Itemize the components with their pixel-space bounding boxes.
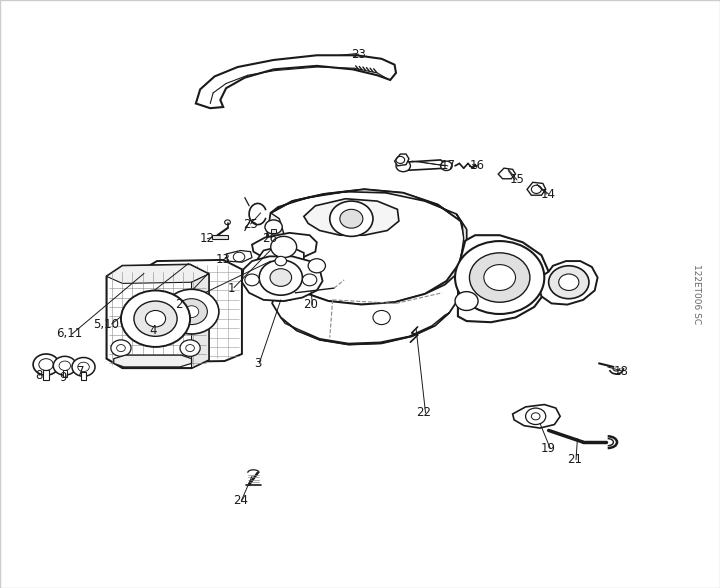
Text: 122ET006 SC: 122ET006 SC bbox=[693, 264, 701, 324]
Text: 25: 25 bbox=[243, 218, 258, 231]
Circle shape bbox=[275, 256, 287, 266]
Circle shape bbox=[111, 340, 131, 356]
Polygon shape bbox=[266, 189, 465, 305]
Text: 14: 14 bbox=[541, 188, 556, 201]
Text: 8: 8 bbox=[35, 369, 42, 382]
Polygon shape bbox=[272, 273, 458, 345]
Polygon shape bbox=[304, 199, 399, 235]
Text: 3: 3 bbox=[254, 357, 261, 370]
Circle shape bbox=[484, 265, 516, 290]
Circle shape bbox=[308, 259, 325, 273]
Circle shape bbox=[176, 299, 207, 325]
Polygon shape bbox=[81, 372, 86, 380]
Circle shape bbox=[164, 289, 219, 334]
Polygon shape bbox=[271, 189, 467, 240]
Polygon shape bbox=[281, 313, 449, 345]
Polygon shape bbox=[395, 154, 409, 166]
Circle shape bbox=[340, 209, 363, 228]
Text: 4: 4 bbox=[149, 324, 156, 337]
Circle shape bbox=[271, 236, 297, 258]
Polygon shape bbox=[63, 370, 67, 377]
Circle shape bbox=[396, 160, 410, 172]
Polygon shape bbox=[266, 213, 301, 292]
Polygon shape bbox=[226, 250, 252, 262]
Text: 20: 20 bbox=[304, 298, 318, 311]
Circle shape bbox=[180, 340, 200, 356]
Circle shape bbox=[259, 260, 302, 295]
Circle shape bbox=[526, 408, 546, 425]
Text: 9: 9 bbox=[60, 371, 67, 384]
Circle shape bbox=[184, 306, 199, 318]
Circle shape bbox=[265, 220, 282, 234]
Polygon shape bbox=[513, 405, 560, 428]
Text: 17: 17 bbox=[441, 159, 455, 172]
Text: 13: 13 bbox=[216, 253, 230, 266]
Polygon shape bbox=[43, 370, 49, 380]
Polygon shape bbox=[242, 256, 323, 301]
Circle shape bbox=[233, 252, 245, 262]
Polygon shape bbox=[458, 235, 549, 322]
Circle shape bbox=[469, 253, 530, 302]
Polygon shape bbox=[527, 182, 546, 195]
Polygon shape bbox=[107, 265, 209, 283]
Circle shape bbox=[373, 310, 390, 325]
Text: 26: 26 bbox=[263, 232, 277, 245]
Text: 18: 18 bbox=[613, 365, 628, 378]
Polygon shape bbox=[402, 160, 446, 171]
Circle shape bbox=[549, 266, 589, 299]
Circle shape bbox=[559, 274, 579, 290]
Polygon shape bbox=[456, 214, 467, 270]
Text: 16: 16 bbox=[470, 159, 485, 172]
Text: 2: 2 bbox=[175, 298, 182, 311]
Circle shape bbox=[270, 269, 292, 286]
Text: 24: 24 bbox=[233, 495, 248, 507]
Text: 19: 19 bbox=[541, 442, 556, 455]
Polygon shape bbox=[539, 261, 598, 305]
Polygon shape bbox=[271, 229, 276, 233]
Circle shape bbox=[330, 201, 373, 236]
Circle shape bbox=[455, 241, 544, 314]
Circle shape bbox=[302, 274, 317, 286]
Text: 22: 22 bbox=[416, 406, 431, 419]
Text: 23: 23 bbox=[351, 48, 366, 61]
Circle shape bbox=[72, 358, 95, 376]
Text: 1: 1 bbox=[228, 282, 235, 295]
Circle shape bbox=[134, 301, 177, 336]
Circle shape bbox=[121, 290, 190, 347]
Polygon shape bbox=[252, 233, 317, 260]
Text: 21: 21 bbox=[567, 453, 582, 466]
Polygon shape bbox=[192, 274, 209, 368]
Polygon shape bbox=[107, 265, 209, 368]
Circle shape bbox=[53, 356, 76, 375]
Text: 7: 7 bbox=[77, 365, 84, 378]
Text: 15: 15 bbox=[510, 173, 524, 186]
Circle shape bbox=[33, 354, 59, 375]
Polygon shape bbox=[258, 247, 304, 269]
Circle shape bbox=[145, 310, 166, 327]
Polygon shape bbox=[498, 168, 516, 179]
Circle shape bbox=[455, 292, 478, 310]
Polygon shape bbox=[196, 55, 396, 108]
Polygon shape bbox=[212, 235, 228, 239]
Text: 5,10: 5,10 bbox=[94, 318, 120, 331]
Polygon shape bbox=[114, 355, 192, 367]
Text: 6,11: 6,11 bbox=[56, 328, 82, 340]
Text: 12: 12 bbox=[200, 232, 215, 245]
Circle shape bbox=[245, 274, 259, 286]
Polygon shape bbox=[141, 260, 242, 362]
Circle shape bbox=[441, 161, 452, 171]
